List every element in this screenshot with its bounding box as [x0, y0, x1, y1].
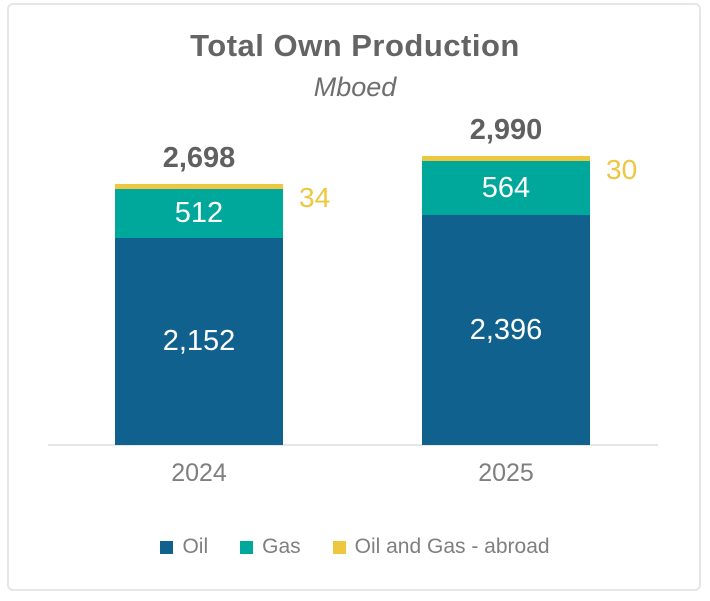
legend-swatch-icon [160, 540, 174, 554]
value-label-2024-0: 2,152 [162, 325, 236, 357]
bar-segment-2024-oil-and-gas-abroad [115, 184, 283, 189]
legend-swatch-icon [240, 540, 254, 554]
total-label-2024: 2,698 [162, 142, 236, 174]
legend-swatch-icon [332, 540, 346, 554]
category-label-2024: 2024 [171, 459, 227, 487]
value-label-2024-1: 512 [174, 197, 224, 229]
value-label-2025-1: 564 [481, 172, 531, 204]
category-label-2025: 2025 [478, 459, 534, 487]
chart-units-subtitle: Mboed [313, 72, 397, 102]
legend-label: Gas [262, 535, 301, 558]
legend: Oil Gas Oil and Gas - abroad [0, 536, 710, 558]
bar-segment-2025-oil [422, 215, 590, 445]
bar-segment-2024-oil [115, 238, 283, 445]
outside-value-label-2025: 30 [606, 154, 638, 185]
chart-title: Total Own Production [190, 28, 520, 63]
total-label-2025: 2,990 [469, 114, 543, 146]
bar-segment-2024-gas [115, 189, 283, 238]
legend-label: Oil and Gas - abroad [354, 535, 550, 558]
outside-value-label-2024: 34 [299, 182, 331, 213]
legend-item-oil-and-gas-abroad: Oil and Gas - abroad [332, 535, 550, 558]
bar-segment-2025-oil-and-gas-abroad [422, 156, 590, 161]
legend-label: Oil [182, 535, 209, 558]
value-label-2025-0: 2,396 [469, 314, 543, 346]
legend-item-gas: Gas [240, 536, 301, 558]
legend-item-oil: Oil [160, 536, 208, 558]
x-axis-line [48, 444, 658, 446]
bar-segment-2025-gas [422, 161, 590, 215]
